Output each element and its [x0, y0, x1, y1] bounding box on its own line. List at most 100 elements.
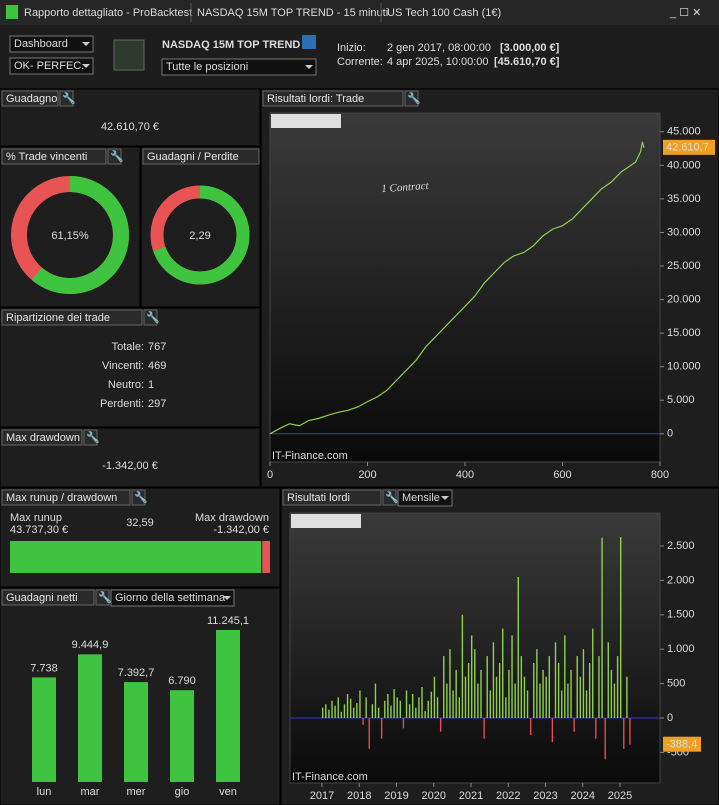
bar	[548, 656, 550, 718]
bar	[588, 662, 591, 718]
y-tick-label: 0	[667, 712, 673, 724]
bar	[430, 691, 433, 718]
bar-value-label: 7.738	[30, 662, 58, 674]
window-tab: NASDAQ 15M TOP TREND - 15 minuti	[197, 7, 388, 19]
donut-segment	[150, 185, 250, 285]
x-tick-label: 2025	[608, 790, 632, 802]
donut-label: 2,29	[189, 230, 210, 242]
bar	[346, 693, 349, 718]
bar	[477, 683, 479, 718]
edit-icon[interactable]	[302, 35, 316, 49]
bar	[495, 676, 498, 718]
bar-value-label: 9.444,9	[72, 639, 109, 651]
bar	[467, 662, 470, 718]
bar	[554, 642, 557, 718]
bar	[368, 717, 370, 749]
equity-line	[269, 141, 645, 435]
bar	[610, 669, 613, 718]
settings-icon: 🔧	[62, 91, 76, 105]
bar	[564, 635, 566, 718]
weekday-dropdown[interactable]	[110, 589, 235, 607]
bar	[415, 707, 417, 718]
x-tick-label: 2019	[384, 790, 408, 802]
settings-button[interactable]	[382, 489, 397, 506]
bar	[405, 690, 408, 718]
bar	[529, 717, 532, 736]
breakdown-value: 469	[148, 360, 166, 372]
bar	[567, 683, 569, 718]
watermark: IT-Finance.com	[272, 450, 348, 462]
panel-header	[1, 90, 59, 107]
breakdown-value: 297	[148, 398, 166, 410]
bar	[455, 669, 457, 718]
bar	[433, 676, 436, 718]
runup-label: Max runup	[10, 512, 62, 524]
panel-header	[1, 148, 107, 165]
bar	[365, 697, 367, 718]
bar	[452, 690, 454, 718]
donut-label: 61,15%	[51, 230, 89, 242]
bar	[32, 677, 56, 782]
bar	[539, 683, 541, 718]
settings-icon: 🔧	[146, 310, 160, 324]
settings-icon: 🔧	[86, 430, 100, 444]
y-tick-label: 1.000	[667, 643, 695, 655]
drawdown-value: -1.342,00 €	[213, 524, 269, 536]
monthly-dropdown[interactable]	[397, 489, 453, 507]
settings-button[interactable]	[83, 429, 98, 446]
settings-button[interactable]	[107, 148, 122, 165]
report-icon[interactable]	[113, 39, 145, 71]
settings-button[interactable]	[143, 309, 158, 326]
bar	[523, 676, 526, 718]
bar	[576, 656, 578, 718]
bar	[359, 690, 361, 718]
bar	[505, 697, 507, 718]
breakdown-value: 767	[148, 341, 166, 353]
panel-title: Risultati lordi	[287, 492, 350, 504]
system-dropdown[interactable]	[9, 57, 94, 75]
settings-button[interactable]	[59, 90, 74, 107]
breakdown-label: Neutro:	[108, 379, 144, 391]
bar	[489, 690, 492, 718]
x-tick-label: 2023	[533, 790, 557, 802]
panel-title: Guadagno	[6, 93, 57, 105]
runup-ratio: 32,59	[126, 517, 154, 529]
max-drawdown-value: -1.342,00 €	[102, 460, 158, 472]
bar	[579, 676, 582, 718]
bar	[629, 717, 631, 745]
bar-value-label: 6.790	[168, 675, 196, 687]
view-dropdown[interactable]	[9, 35, 94, 53]
y-tick-label: 25.000	[667, 260, 701, 272]
bar	[412, 693, 414, 718]
bar-value-label: 7.392,7	[118, 667, 155, 679]
bar	[619, 537, 622, 718]
panel-title: Guadagni / Perdite	[147, 151, 239, 163]
start-capital: [3.000,00 €]	[500, 42, 560, 54]
bar	[436, 697, 439, 718]
bar	[582, 649, 585, 718]
bar	[551, 717, 554, 743]
last-value-label: -388,4	[666, 739, 697, 751]
settings-icon: 🔧	[110, 149, 124, 163]
watermark: IT-Finance.com	[292, 771, 368, 783]
bar	[592, 628, 594, 718]
y-tick-label: 1.500	[667, 609, 695, 621]
bar	[601, 537, 603, 718]
settings-button[interactable]	[131, 489, 146, 506]
positions-dropdown[interactable]	[161, 58, 317, 76]
x-tick-label: 2022	[496, 790, 520, 802]
settings-button[interactable]	[404, 90, 419, 107]
breakdown-label: Totale:	[112, 341, 144, 353]
panel-title: Max runup / drawdown	[6, 492, 117, 504]
last-value-box	[663, 736, 701, 752]
x-tick-label: gio	[175, 786, 190, 798]
bar	[216, 630, 240, 782]
bar	[607, 642, 609, 718]
bar	[598, 656, 600, 718]
bar	[461, 614, 464, 718]
plot-subtitle: Guadagni: €	[295, 515, 359, 527]
window-controls[interactable]: _ ☐ ✕	[669, 7, 701, 19]
settings-button[interactable]	[95, 589, 110, 606]
bar	[439, 717, 442, 732]
